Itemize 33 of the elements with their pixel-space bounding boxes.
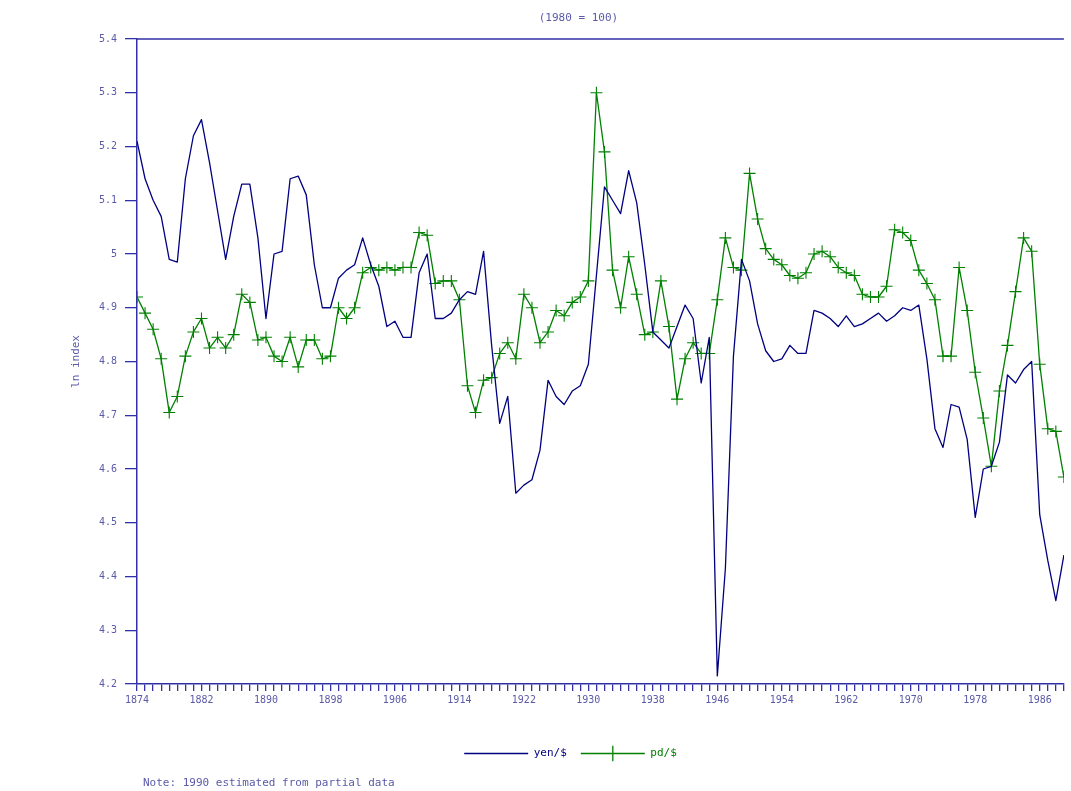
- text: yen/$: [533, 746, 567, 760]
- y-tick-label: 5.4: [98, 32, 117, 44]
- x-tick-label: 1898: [318, 693, 343, 705]
- y-tick-label: 4.6: [98, 462, 117, 474]
- y-tick-label: 4.3: [98, 623, 117, 635]
- x-tick-label: 1882: [189, 693, 214, 705]
- text: pd/$: [650, 746, 677, 760]
- x-tick-label: 1954: [769, 693, 794, 705]
- x-tick-label: 1970: [898, 693, 923, 705]
- x-tick-label: 1946: [705, 693, 730, 705]
- y-tick-label: 4.7: [98, 408, 117, 420]
- x-tick-label: 1922: [511, 693, 536, 705]
- y-tick-label: 4.2: [98, 677, 117, 689]
- y-tick-label: 5.2: [98, 140, 117, 152]
- x-tick-label: 1930: [576, 693, 601, 705]
- x-tick-label: 1938: [640, 693, 665, 705]
- y-tick-label: 5.1: [98, 193, 117, 205]
- x-tick-label: 1890: [253, 693, 279, 705]
- chart-title: (1980 = 100): [538, 10, 619, 24]
- y-axis-title: ln index: [69, 334, 83, 388]
- y-tick-label: 4.5: [98, 516, 117, 528]
- x-tick-label: 1906: [382, 693, 407, 705]
- y-tick-label: 4.9: [98, 301, 117, 313]
- y-tick-label: 4.4: [98, 570, 117, 582]
- x-tick-label: 1914: [447, 693, 472, 705]
- x-tick-label: 1962: [834, 693, 859, 705]
- x-tick-label: 1978: [963, 693, 988, 705]
- y-tick-label: 5: [110, 247, 117, 259]
- x-tick-label: 1874: [124, 693, 150, 705]
- x-tick-label: 1986: [1027, 693, 1052, 705]
- text: Note: 1990 estimated from partial data: [143, 775, 395, 789]
- y-tick-label: 5.3: [98, 86, 117, 98]
- y-tick-label: 4.8: [98, 355, 117, 367]
